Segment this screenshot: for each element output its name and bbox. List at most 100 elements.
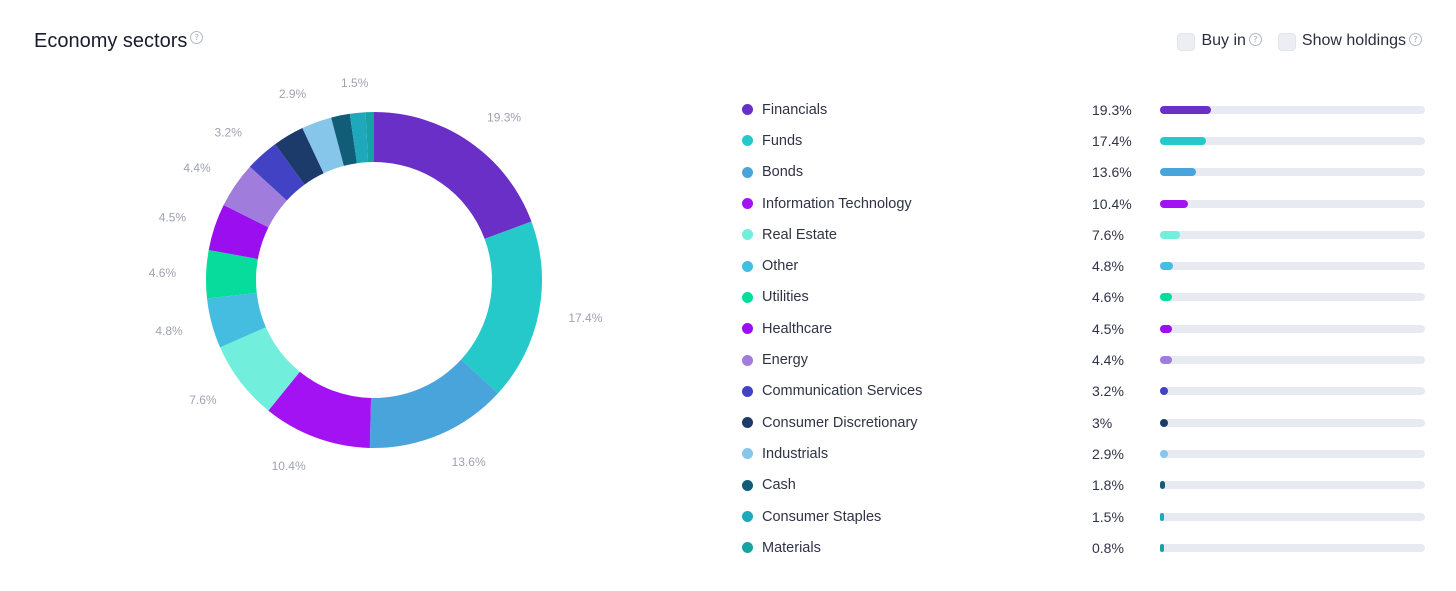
legend-bar-track (1160, 136, 1425, 145)
slice-real-estate[interactable] (220, 327, 300, 411)
slice-information-technology[interactable] (268, 371, 372, 448)
legend-label: Funds (762, 132, 803, 149)
slice-label-other: 4.8% (155, 324, 183, 338)
buy-in-label: Buy in (1201, 32, 1246, 49)
legend-value: 19.3% (1092, 101, 1132, 118)
legend-bar-fill (1160, 356, 1172, 365)
show-holdings-checkbox[interactable] (1277, 33, 1296, 51)
legend-dot-icon (742, 417, 753, 429)
legend-bar-track (1160, 199, 1425, 208)
legend-row-consumer-discretionary[interactable]: Consumer Discretionary 3% (742, 407, 1426, 438)
slice-label-information-technology: 10.4% (272, 459, 306, 473)
slice-utilities[interactable] (206, 250, 258, 299)
legend-dot-icon (742, 448, 753, 460)
legend-row-bonds[interactable]: Bonds 13.6% (742, 157, 1426, 188)
slice-other[interactable] (207, 292, 266, 348)
legend-dot-icon (742, 260, 753, 272)
help-icon[interactable]: ? (190, 31, 204, 44)
slice-materials[interactable] (365, 112, 374, 163)
legend-bar-fill (1160, 387, 1169, 396)
legend-label: Cash (762, 477, 796, 494)
legend-bar-fill (1160, 324, 1172, 333)
legend-bar-track (1160, 543, 1425, 552)
legend-bar-track (1160, 418, 1425, 427)
legend-bar-fill (1160, 418, 1168, 427)
legend-row-healthcare[interactable]: Healthcare 4.5% (742, 313, 1426, 344)
legend-bar-fill (1160, 543, 1164, 552)
legend-row-materials[interactable]: Materials 0.8% (742, 532, 1426, 563)
legend-row-financials[interactable]: Financials 19.3% (742, 94, 1426, 125)
legend-dot-icon (742, 323, 753, 335)
donut-chart: 19.3% 17.4% 13.6% 10.4% 7.6% 4.8% 4.6% 4.5% 4.4%… (149, 76, 603, 473)
legend-value: 2.9% (1092, 445, 1124, 462)
legend-row-industrials[interactable]: Industrials 2.9% (742, 438, 1426, 469)
legend-bar-fill (1160, 199, 1188, 208)
legend-bar-track (1160, 168, 1425, 177)
legend-bar-track (1160, 230, 1425, 239)
slice-cash[interactable] (331, 113, 357, 166)
legend-bar-fill (1160, 449, 1168, 458)
help-icon[interactable]: ? (1248, 33, 1262, 46)
slice-consumer-staples[interactable] (349, 112, 369, 164)
legend-dot-icon (742, 166, 753, 178)
legend-value: 4.5% (1092, 320, 1124, 337)
legend-row-information-technology[interactable]: Information Technology 10.4% (742, 188, 1426, 219)
legend-dot-icon (742, 385, 753, 397)
legend-value: 7.6% (1092, 226, 1124, 243)
slice-financials[interactable] (374, 112, 532, 239)
legend-row-funds[interactable]: Funds 17.4% (742, 125, 1426, 156)
buy-in-toggle[interactable]: Buy in ? (1177, 32, 1262, 51)
legend-bar-track (1160, 512, 1425, 521)
legend-value: 0.8% (1092, 539, 1124, 556)
legend-bar-fill (1160, 262, 1173, 271)
legend-bar-track (1160, 449, 1425, 458)
show-holdings-toggle[interactable]: Show holdings ? (1277, 32, 1422, 51)
legend-row-consumer-staples[interactable]: Consumer Staples 1.5% (742, 501, 1426, 532)
slice-bonds[interactable] (369, 359, 499, 448)
legend-dot-icon (742, 198, 753, 210)
legend-label: Utilities (762, 289, 809, 306)
legend-value: 13.6% (1092, 164, 1132, 181)
legend-bar-track (1160, 356, 1425, 365)
legend-label: Energy (762, 352, 808, 369)
slice-consumer-discretionary[interactable] (275, 128, 324, 185)
buy-in-checkbox[interactable] (1177, 33, 1196, 51)
slice-communication-services[interactable] (249, 144, 305, 201)
legend-bar-track (1160, 293, 1425, 302)
legend-label: Real Estate (762, 226, 837, 243)
legend-bar-track (1160, 481, 1425, 490)
slice-label-healthcare: 4.5% (159, 211, 187, 225)
show-holdings-label: Show holdings (1301, 32, 1406, 49)
legend-label: Financials (762, 101, 828, 118)
slice-label-bonds: 13.6% (452, 455, 486, 469)
slice-label-financials: 19.3% (487, 110, 521, 124)
legend-bar-fill (1160, 136, 1207, 145)
legend-row-communication-services[interactable]: Communication Services 3.2% (742, 376, 1426, 407)
legend-row-cash[interactable]: Cash 1.8% (742, 470, 1426, 501)
legend-bar-track (1160, 262, 1425, 271)
legend-label: Communication Services (762, 383, 923, 400)
legend-row-utilities[interactable]: Utilities 4.6% (742, 282, 1426, 313)
slice-funds[interactable] (461, 221, 542, 394)
legend-label: Industrials (762, 445, 829, 462)
legend-bar-fill (1160, 168, 1197, 177)
legend-value: 17.4% (1092, 132, 1132, 149)
slice-healthcare[interactable] (208, 205, 269, 259)
legend-dot-icon (742, 542, 753, 554)
legend-row-energy[interactable]: Energy 4.4% (742, 344, 1426, 375)
slice-label-consumer-staples: 1.5% (341, 76, 369, 90)
legend-bar-track (1160, 324, 1425, 333)
slice-label-utilities: 4.6% (149, 266, 177, 280)
legend-dot-icon (742, 511, 753, 522)
legend-label: Information Technology (762, 195, 912, 212)
help-icon[interactable]: ? (1409, 33, 1422, 46)
legend-row-real-estate[interactable]: Real Estate 7.6% (742, 219, 1426, 250)
legend-value: 1.5% (1092, 508, 1124, 525)
sector-legend: Financials 19.3% Funds 17.4% Bonds 13.6% Infor… (742, 94, 1426, 563)
page-title: Economy sectors ? (34, 30, 204, 53)
slice-industrials[interactable] (302, 117, 344, 174)
legend-row-other[interactable]: Other 4.8% (742, 250, 1426, 281)
legend-bar-track (1160, 387, 1425, 396)
slice-energy[interactable] (223, 166, 287, 228)
slice-label-funds: 17.4% (568, 311, 602, 325)
